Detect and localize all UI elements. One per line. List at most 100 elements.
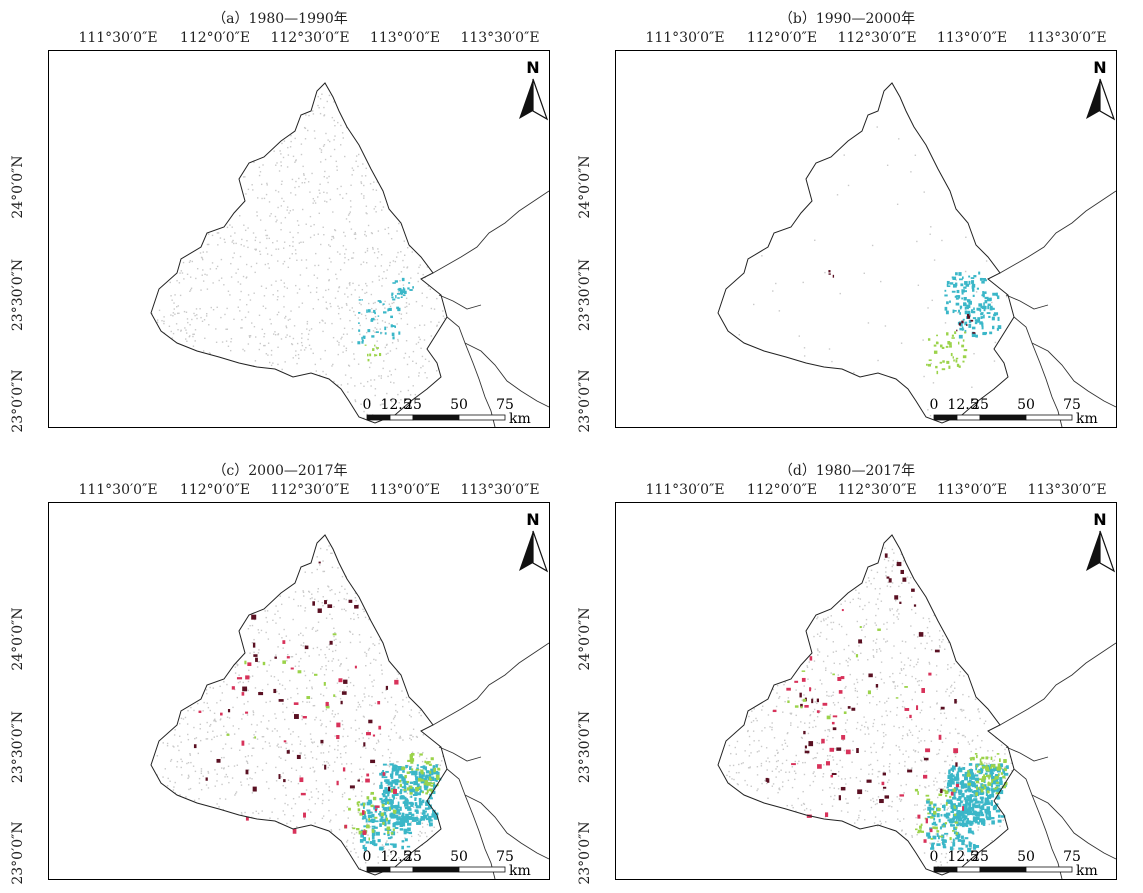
longitude-label: 112°30′0″E bbox=[270, 30, 350, 46]
panel-title: （b）1990—2000年 bbox=[778, 11, 916, 27]
scale-tick-label: 25 bbox=[404, 397, 422, 413]
basin-boundary bbox=[717, 82, 1015, 424]
longitude-label: 113°30′0″E bbox=[1027, 30, 1107, 46]
north-label: N bbox=[526, 58, 539, 77]
scale-unit-label: km bbox=[1076, 863, 1098, 879]
scale-tick-label: 12.5 bbox=[380, 397, 411, 413]
scale-tick-label: 0 bbox=[363, 849, 372, 865]
scale-tick-label: 25 bbox=[971, 397, 989, 413]
longitude-label: 111°30′0″E bbox=[645, 482, 725, 498]
latitude-label: 23°0′0″N bbox=[10, 821, 26, 885]
longitude-label: 113°30′0″E bbox=[460, 30, 540, 46]
map-panel: （a）1980—1990年 111°30′0″E 112°0′0″E 112°30′… bbox=[0, 8, 560, 433]
admin-boundary bbox=[999, 642, 1116, 726]
change-patches bbox=[765, 553, 1009, 853]
panel-title: （a）1980—1990年 bbox=[212, 11, 348, 27]
latitude-label: 24°0′0″N bbox=[577, 155, 593, 219]
longitude-label: 112°30′0″E bbox=[837, 30, 917, 46]
longitude-label: 113°0′0″E bbox=[369, 30, 441, 46]
longitude-label: 112°0′0″E bbox=[179, 482, 251, 498]
latitude-label: 24°0′0″N bbox=[10, 607, 26, 671]
scale-unit-label: km bbox=[509, 411, 531, 427]
latitude-label: 23°30′0″N bbox=[577, 258, 593, 332]
admin-boundary bbox=[1005, 746, 1049, 762]
admin-boundary bbox=[464, 342, 549, 408]
scale-tick-label: 75 bbox=[1063, 849, 1081, 865]
scale-tick-label: 50 bbox=[450, 397, 468, 413]
scale-tick-label: 0 bbox=[363, 397, 372, 413]
panel-title: （c）2000—2017年 bbox=[212, 463, 348, 479]
map-frame: N 0 12.5 25 50 75 km bbox=[48, 502, 550, 880]
scale-tick-label: 75 bbox=[1063, 397, 1081, 413]
scale-tick-label: 25 bbox=[404, 849, 422, 865]
scale-tick-label: 25 bbox=[971, 849, 989, 865]
basin-boundary bbox=[150, 534, 448, 876]
latitude-label: 23°30′0″N bbox=[10, 710, 26, 784]
longitude-label: 113°0′0″E bbox=[936, 482, 1008, 498]
basin-boundary bbox=[150, 82, 448, 424]
admin-boundary bbox=[1031, 342, 1116, 408]
admin-boundary bbox=[438, 294, 482, 310]
longitude-label: 112°0′0″E bbox=[179, 30, 251, 46]
change-patches bbox=[828, 270, 1002, 375]
latitude-label: 23°0′0″N bbox=[10, 369, 26, 433]
latitude-label: 24°0′0″N bbox=[577, 607, 593, 671]
scale-unit-label: km bbox=[1076, 411, 1098, 427]
north-arrow-icon: N bbox=[1086, 58, 1116, 121]
longitude-label: 113°0′0″E bbox=[369, 482, 441, 498]
change-patches bbox=[193, 561, 442, 852]
admin-boundary bbox=[464, 794, 549, 860]
scale-tick-label: 50 bbox=[1017, 397, 1035, 413]
longitude-label: 112°0′0″E bbox=[746, 30, 818, 46]
scale-unit-label: km bbox=[509, 863, 531, 879]
change-patches bbox=[357, 277, 414, 362]
longitude-label: 111°30′0″E bbox=[78, 482, 158, 498]
longitude-label: 113°30′0″E bbox=[1027, 482, 1107, 498]
latitude-label: 23°0′0″N bbox=[577, 821, 593, 885]
longitude-label: 112°30′0″E bbox=[837, 482, 917, 498]
map-panel: （c）2000—2017年 111°30′0″E 112°0′0″E 112°30′… bbox=[0, 460, 560, 885]
map-frame: N 0 12.5 25 50 75 km bbox=[48, 50, 550, 428]
admin-boundary bbox=[999, 190, 1116, 274]
longitude-label: 112°30′0″E bbox=[270, 482, 350, 498]
scale-tick-label: 12.5 bbox=[947, 849, 978, 865]
scale-tick-label: 50 bbox=[1017, 849, 1035, 865]
scale-tick-label: 12.5 bbox=[380, 849, 411, 865]
longitude-label: 113°0′0″E bbox=[936, 30, 1008, 46]
latitude-label: 24°0′0″N bbox=[10, 155, 26, 219]
longitude-label: 111°30′0″E bbox=[78, 30, 158, 46]
admin-boundary bbox=[1005, 294, 1049, 310]
map-panel: （d）1980—2017年 111°30′0″E 112°0′0″E 112°30′… bbox=[567, 460, 1127, 885]
panel-title: （d）1980—2017年 bbox=[778, 463, 916, 479]
north-arrow-icon: N bbox=[519, 58, 549, 121]
scale-tick-label: 75 bbox=[496, 397, 514, 413]
scale-tick-label: 0 bbox=[930, 849, 939, 865]
scale-tick-label: 12.5 bbox=[947, 397, 978, 413]
admin-boundary bbox=[1013, 316, 1063, 427]
admin-boundary bbox=[432, 642, 549, 726]
north-label: N bbox=[1093, 58, 1106, 77]
scale-tick-label: 75 bbox=[496, 849, 514, 865]
map-frame: N 0 12.5 25 50 75 km bbox=[615, 502, 1117, 880]
latitude-label: 23°0′0″N bbox=[577, 369, 593, 433]
background-texture bbox=[738, 126, 1008, 417]
longitude-label: 113°30′0″E bbox=[460, 482, 540, 498]
north-arrow-icon: N bbox=[1086, 510, 1116, 573]
longitude-label: 112°0′0″E bbox=[746, 482, 818, 498]
map-frame: N 0 12.5 25 50 75 km bbox=[615, 50, 1117, 428]
admin-boundary bbox=[438, 746, 482, 762]
north-label: N bbox=[1093, 510, 1106, 529]
admin-boundary bbox=[446, 768, 496, 879]
admin-boundary bbox=[1013, 768, 1063, 879]
map-panel: （b）1990—2000年 111°30′0″E 112°0′0″E 112°30′… bbox=[567, 8, 1127, 433]
latitude-label: 23°30′0″N bbox=[577, 710, 593, 784]
scale-tick-label: 0 bbox=[930, 397, 939, 413]
